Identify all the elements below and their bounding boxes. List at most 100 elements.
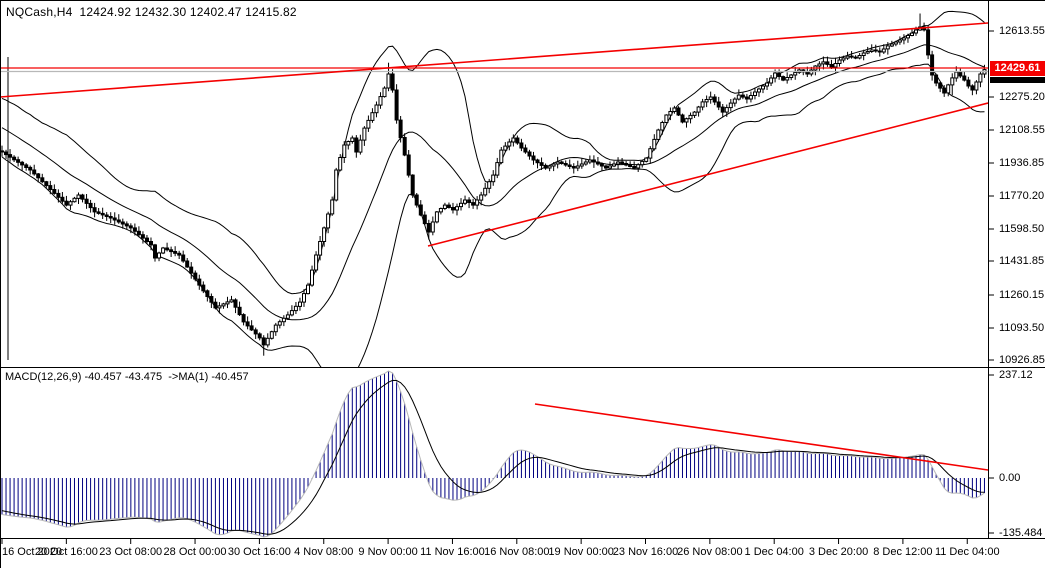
bull-candle-body [161, 247, 166, 254]
bear-candle-body [712, 96, 717, 103]
bull-candle-body [459, 202, 463, 208]
price-tick-label: 11431.85 [999, 255, 1045, 267]
support-trendline[interactable] [427, 102, 988, 247]
bear-candle-body [213, 301, 218, 309]
bull-candle-body [370, 112, 375, 121]
bear-candle-body [261, 337, 266, 346]
price-tick-label: 11936.85 [999, 157, 1045, 169]
bull-candle-body [511, 137, 516, 143]
time-tick-label: 19 Nov 00:00 [548, 546, 614, 558]
bull-candle-body [555, 161, 560, 165]
time-tick-label: 16 Nov 08:00 [484, 546, 550, 558]
bull-candle-body [547, 165, 552, 169]
bull-candle-body [551, 163, 556, 167]
bear-candle-body [153, 244, 157, 259]
symbol-ohlc-readout: NQCash,H4 12424.92 12432.30 12402.47 124… [6, 5, 297, 19]
bull-candle-body [869, 49, 874, 52]
macd-panel[interactable] [1, 370, 988, 538]
bull-candle-body [455, 206, 459, 211]
bear-candle-body [241, 314, 246, 323]
bull-candle-body [761, 85, 765, 90]
bull-candle-body [865, 51, 870, 54]
bull-candle-body [298, 301, 302, 307]
bull-candle-body [229, 299, 234, 303]
bear-candle-body [64, 200, 69, 206]
bull-candle-body [68, 201, 73, 206]
bear-candle-body [930, 54, 935, 76]
bull-candle-body [483, 187, 488, 196]
bear-candle-body [120, 221, 125, 225]
bear-candle-body [354, 137, 359, 153]
bear-candle-body [132, 227, 137, 232]
bear-candle-body [394, 89, 399, 121]
bull-candle-body [366, 119, 371, 129]
bear-candle-body [849, 55, 854, 58]
bear-candle-body [8, 154, 13, 158]
time-tick-label: 11 Dec 04:00 [934, 546, 1000, 558]
bear-candle-body [116, 219, 121, 223]
bear-candle-body [591, 159, 596, 163]
bull-candle-body [644, 157, 649, 162]
bear-candle-body [100, 212, 105, 216]
bear-candle-body [938, 82, 943, 89]
bear-candle-body [253, 329, 258, 335]
bear-candle-body [624, 163, 629, 166]
bull-candle-body [724, 107, 729, 113]
bear-candle-body [20, 161, 25, 166]
bull-candle-body [386, 73, 391, 89]
bull-candle-body [475, 199, 480, 206]
main-chart-panel[interactable] [0, 10, 988, 387]
bull-candle-body [672, 107, 677, 112]
price-tick-label: 11260.15 [999, 289, 1045, 301]
bear-candle-body [398, 119, 403, 139]
resistance-trendline[interactable] [0, 22, 988, 98]
bear-candle-body [237, 306, 242, 316]
bear-candle-body [942, 87, 947, 94]
bear-candle-body [112, 217, 117, 221]
macd-signal-line [1, 379, 985, 535]
bear-candle-body [676, 107, 681, 116]
bear-candle-body [446, 204, 451, 209]
bear-candle-body [193, 272, 198, 280]
bull-candle-body [732, 98, 737, 104]
bull-candle-body [861, 52, 866, 56]
bull-candle-body [346, 141, 351, 146]
bull-candle-body [306, 284, 310, 295]
bollinger-upper-band [1, 10, 985, 295]
bear-candle-body [527, 151, 532, 157]
bull-candle-body [503, 145, 508, 151]
bull-candle-body [793, 72, 798, 76]
bull-candle-body [487, 181, 492, 189]
bear-candle-body [205, 290, 210, 297]
bear-candle-body [515, 137, 520, 144]
macd-tick-label: 237.12 [999, 369, 1033, 381]
bear-candle-body [249, 325, 254, 331]
bear-candle-body [571, 166, 576, 169]
bull-candle-body [757, 88, 761, 93]
bear-candle-body [418, 204, 423, 216]
bear-candle-body [12, 156, 17, 161]
price-tick-label: 12275.20 [999, 91, 1045, 103]
bull-candle-body [314, 254, 319, 271]
bear-candle-body [136, 230, 141, 236]
bull-candle-body [897, 39, 902, 43]
bull-candle-body [322, 227, 327, 242]
time-tick-label: 16 Oct 2020 [2, 546, 62, 558]
bear-candle-body [406, 154, 411, 176]
time-tick-label: 8 Dec 12:00 [873, 546, 933, 558]
bull-candle-body [608, 165, 612, 169]
bull-candle-body [660, 122, 665, 131]
bull-candle-body [442, 204, 447, 210]
bear-candle-body [523, 147, 528, 153]
bull-candle-body [700, 101, 705, 108]
bull-candle-body [664, 114, 669, 123]
bear-candle-body [32, 169, 37, 175]
bull-candle-body [857, 55, 862, 59]
bull-candle-body [648, 148, 653, 159]
bull-candle-body [265, 337, 270, 346]
bull-candle-body [954, 71, 959, 79]
time-tick-label: 28 Oct 00:00 [163, 546, 227, 558]
bull-candle-body [906, 35, 910, 39]
